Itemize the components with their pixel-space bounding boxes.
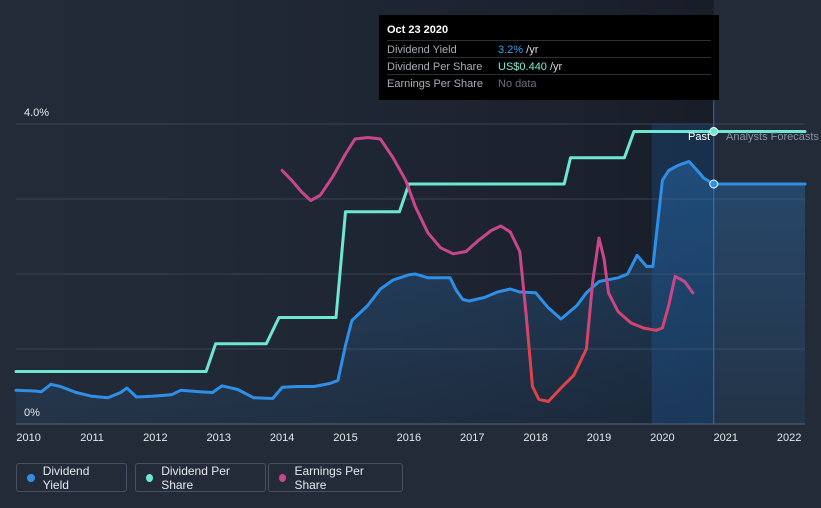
past-label: Past [688,131,710,143]
x-tick-label: 2013 [207,432,231,444]
dps-marker [709,127,719,136]
legend-dot-dps [146,473,154,482]
legend-dot-yield [27,473,35,482]
x-tick-label: 2021 [714,432,738,444]
dividend-per-share-line [14,130,807,373]
legend-label-yield: Dividend Yield [42,463,90,492]
tooltip-row-eps: Earnings Per Share No data [387,74,711,92]
yield-marker [709,179,719,189]
tooltip-row-yield: Dividend Yield 3.2% /yr [387,40,711,58]
x-tick-label: 2011 [80,432,104,444]
y-tick-label-top: 4.0% [24,107,49,119]
x-tick-label: 2017 [460,432,484,444]
tooltip-dps-label: Dividend Per Share [387,61,483,73]
dividend-yield-area [16,161,805,424]
tooltip-dps-unit: /yr [546,61,563,73]
tooltip-eps-value: No data [498,78,537,90]
dividend-yield-line [14,160,807,400]
legend-label-eps: Earnings Per Share [294,463,364,492]
y-tick-label-zero: 0% [24,407,40,419]
tooltip-yield-label: Dividend Yield [387,44,457,56]
x-tick-label: 2022 [777,432,801,444]
earnings-per-share-line [280,136,695,403]
tooltip-yield-unit: /yr [523,44,539,56]
x-tick-label: 2016 [397,432,421,444]
legend-earnings-per-share[interactable]: Earnings Per Share [268,463,403,492]
x-tick-label: 2012 [143,432,167,444]
tooltip-yield-value: 3.2% [498,44,524,56]
forecast-label: Analysts Forecasts [726,131,819,143]
tooltip-eps-label: Earnings Per Share [387,78,483,90]
x-tick-label: 2019 [587,432,611,444]
legend-dot-eps [279,473,287,482]
x-tick-label: 2014 [270,432,294,444]
legend-dividend-yield[interactable]: Dividend Yield [16,463,127,492]
tooltip: Oct 23 2020 Dividend Yield 3.2% /yr Divi… [379,15,719,100]
x-tick-label: 2010 [16,432,40,444]
legend-label-dps: Dividend Per Share [161,463,230,492]
tooltip-dps-value: US$0.440 [498,61,547,73]
x-tick-label: 2018 [523,432,547,444]
tooltip-row-dps: Dividend Per Share US$0.440 /yr [387,57,711,75]
x-tick-label: 2020 [650,432,674,444]
legend-dividend-per-share[interactable]: Dividend Per Share [135,463,266,492]
x-tick-label: 2015 [333,432,357,444]
tooltip-date: Oct 23 2020 [387,24,449,36]
